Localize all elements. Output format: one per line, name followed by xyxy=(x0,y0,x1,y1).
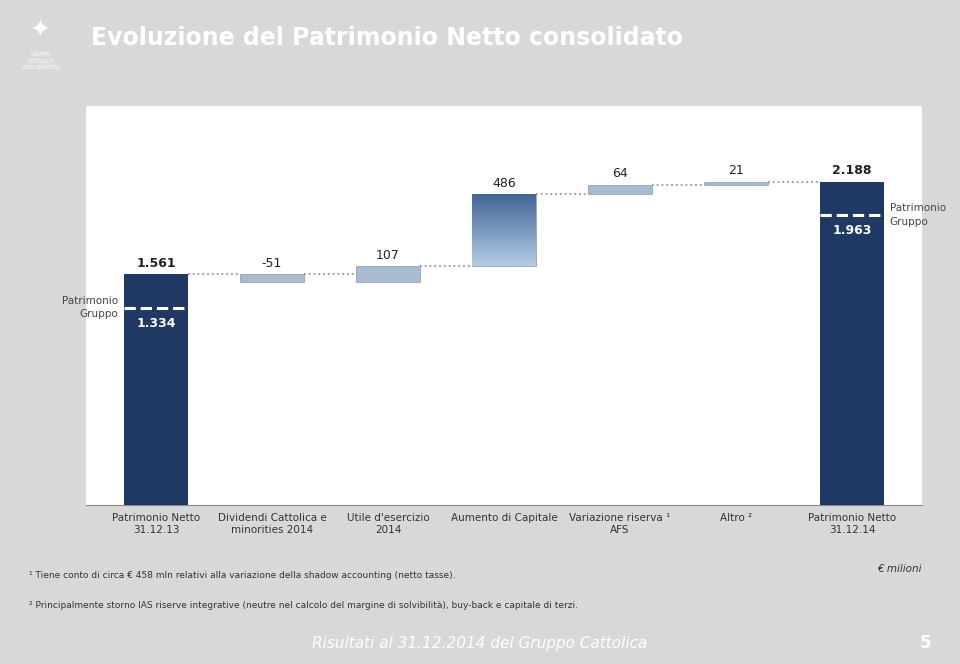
Bar xyxy=(472,203,536,204)
Text: Risultati al 31.12.2014 del Gruppo Cattolica: Risultati al 31.12.2014 del Gruppo Catto… xyxy=(312,636,648,651)
Text: 1.963: 1.963 xyxy=(832,224,872,237)
Text: 486: 486 xyxy=(492,177,516,190)
Bar xyxy=(472,219,536,220)
Bar xyxy=(472,205,536,207)
Bar xyxy=(472,216,536,217)
Bar xyxy=(472,246,536,247)
Text: 64: 64 xyxy=(612,167,628,181)
Bar xyxy=(472,228,536,229)
Bar xyxy=(472,252,536,253)
Bar xyxy=(472,259,536,260)
Bar xyxy=(472,232,536,234)
Bar xyxy=(472,254,536,255)
Bar xyxy=(472,247,536,248)
Bar xyxy=(472,236,536,237)
Text: -51: -51 xyxy=(262,257,282,270)
Bar xyxy=(472,195,536,197)
Text: 5: 5 xyxy=(920,634,931,653)
Text: GRUPPO
CATTOLICA
ASSICURAZIONI: GRUPPO CATTOLICA ASSICURAZIONI xyxy=(22,52,60,70)
Bar xyxy=(472,234,536,235)
Bar xyxy=(472,230,536,231)
Bar xyxy=(472,249,536,250)
Bar xyxy=(472,241,536,242)
Bar xyxy=(472,264,536,265)
Bar xyxy=(472,211,536,212)
Text: ² Principalmente storno IAS riserve integrative (neutre nel calcolo del margine : ² Principalmente storno IAS riserve inte… xyxy=(29,602,578,610)
Bar xyxy=(472,229,536,230)
Bar xyxy=(472,226,536,228)
Bar xyxy=(472,220,536,222)
Bar xyxy=(472,224,536,225)
Text: ✦: ✦ xyxy=(31,19,51,42)
Bar xyxy=(588,185,652,195)
Bar xyxy=(472,201,536,203)
Bar xyxy=(472,223,536,224)
Bar xyxy=(472,242,536,243)
Bar xyxy=(472,208,536,210)
Bar xyxy=(472,197,536,198)
Bar xyxy=(472,225,536,226)
Bar xyxy=(472,244,536,246)
Bar xyxy=(472,253,536,254)
Bar xyxy=(472,250,536,252)
Text: 107: 107 xyxy=(376,248,400,262)
Bar xyxy=(820,182,884,505)
Bar xyxy=(472,198,536,199)
Text: 1.561: 1.561 xyxy=(136,257,176,270)
Bar xyxy=(240,274,304,282)
Bar xyxy=(472,238,536,240)
Bar xyxy=(472,218,536,219)
Bar xyxy=(472,217,536,218)
Bar xyxy=(472,204,536,205)
Bar xyxy=(472,260,536,261)
Text: € milioni: € milioni xyxy=(877,564,923,574)
Bar xyxy=(472,258,536,259)
Text: ¹ Tiene conto di circa € 458 mln relativi alla variazione della shadow accountin: ¹ Tiene conto di circa € 458 mln relativ… xyxy=(29,571,455,580)
Bar xyxy=(472,214,536,216)
Bar xyxy=(472,195,536,266)
Text: 21: 21 xyxy=(728,165,744,177)
Bar xyxy=(472,265,536,266)
Bar xyxy=(356,266,420,282)
Bar xyxy=(472,212,536,213)
Bar xyxy=(472,261,536,262)
Bar xyxy=(472,262,536,264)
Bar xyxy=(472,213,536,214)
Bar xyxy=(472,235,536,236)
Text: 1.334: 1.334 xyxy=(136,317,176,329)
Bar xyxy=(472,210,536,211)
Text: Evoluzione del Patrimonio Netto consolidato: Evoluzione del Patrimonio Netto consolid… xyxy=(91,26,684,50)
Text: Patrimonio
Gruppo: Patrimonio Gruppo xyxy=(62,296,118,319)
Bar xyxy=(472,237,536,238)
Bar xyxy=(472,207,536,208)
Bar xyxy=(704,182,768,185)
Bar xyxy=(124,274,188,505)
Bar xyxy=(472,231,536,232)
Bar xyxy=(472,222,536,223)
Bar xyxy=(472,256,536,258)
Bar xyxy=(472,243,536,244)
Text: 2.188: 2.188 xyxy=(832,165,872,177)
Bar xyxy=(472,199,536,201)
Bar xyxy=(472,240,536,241)
Bar xyxy=(472,255,536,256)
Text: Patrimonio
Gruppo: Patrimonio Gruppo xyxy=(890,203,946,226)
Bar xyxy=(472,248,536,249)
